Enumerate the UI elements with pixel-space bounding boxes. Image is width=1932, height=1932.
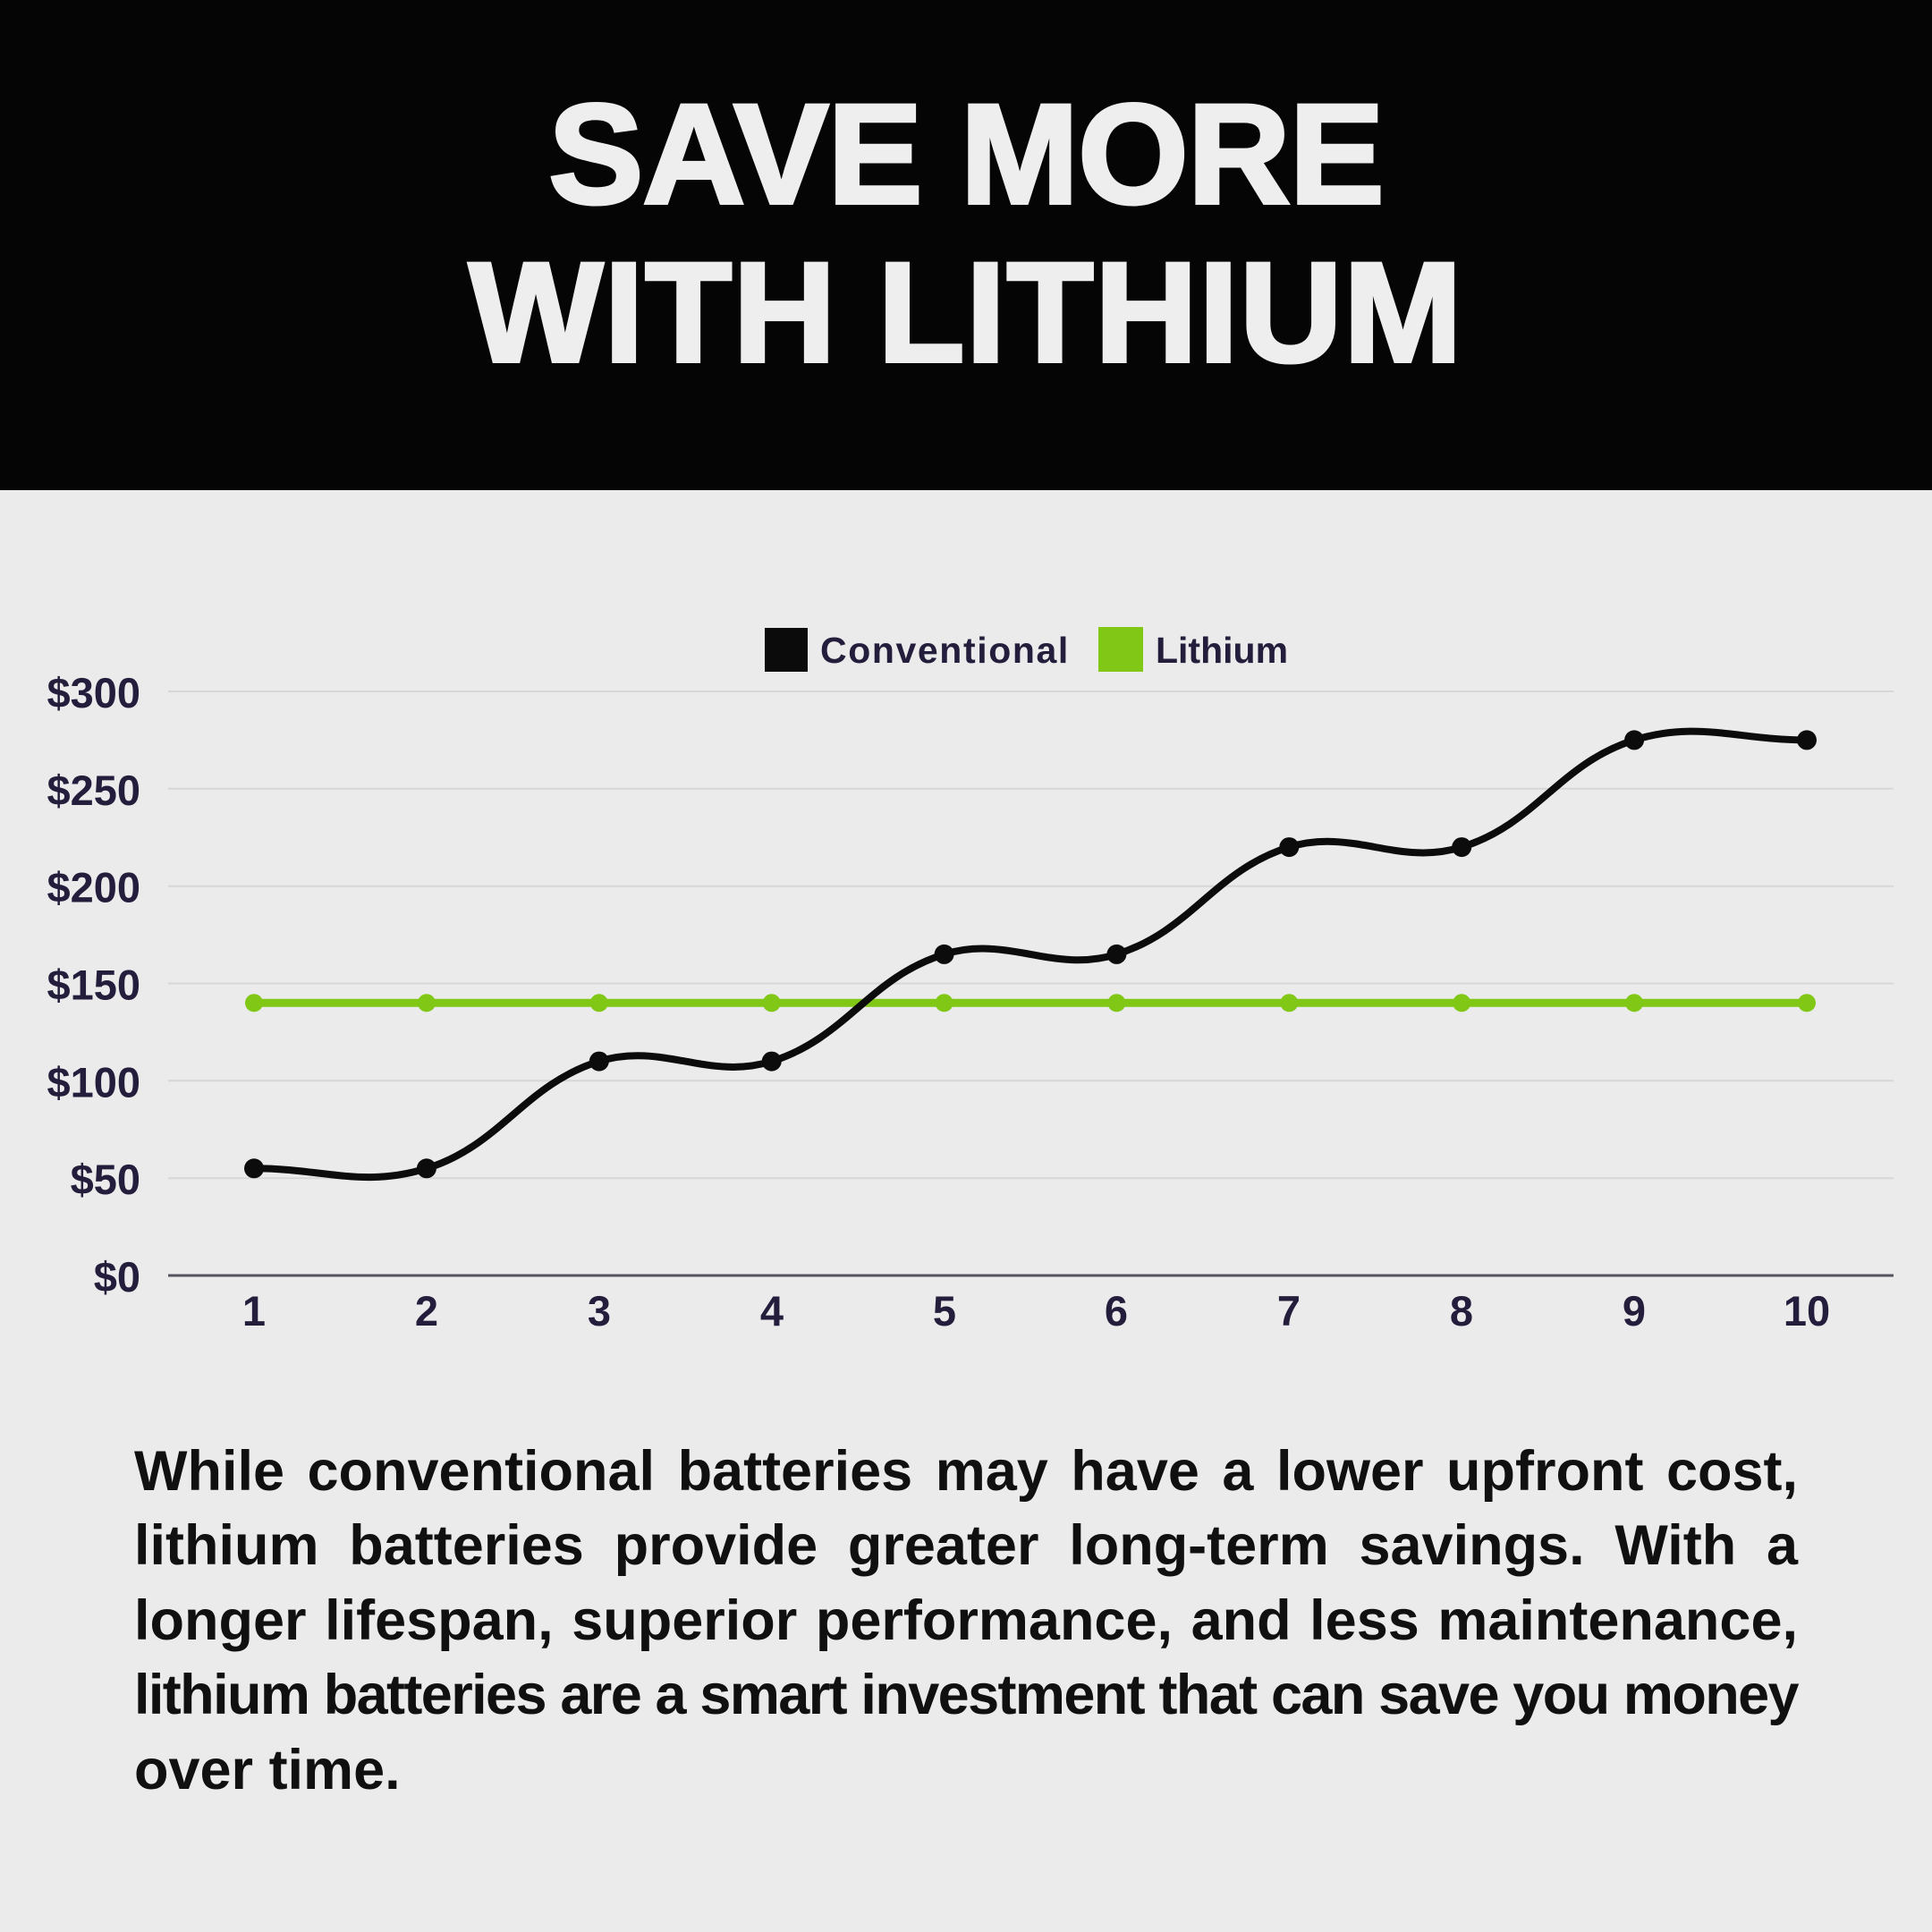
svg-text:6: 6: [1105, 1287, 1128, 1335]
svg-text:10: 10: [1784, 1287, 1830, 1335]
svg-text:$300: $300: [47, 669, 140, 716]
svg-text:Conventional: Conventional: [820, 630, 1070, 671]
svg-text:8: 8: [1450, 1287, 1473, 1335]
svg-text:$0: $0: [94, 1253, 140, 1301]
svg-text:7: 7: [1277, 1287, 1301, 1335]
svg-text:1: 1: [242, 1287, 266, 1335]
svg-text:9: 9: [1623, 1287, 1646, 1335]
svg-text:$50: $50: [71, 1156, 140, 1203]
svg-text:3: 3: [588, 1287, 611, 1335]
svg-text:$150: $150: [47, 962, 140, 1009]
svg-text:Lithium: Lithium: [1156, 630, 1288, 671]
svg-text:2: 2: [415, 1287, 438, 1335]
svg-text:5: 5: [933, 1287, 956, 1335]
svg-text:4: 4: [760, 1287, 784, 1335]
svg-text:$200: $200: [47, 864, 140, 911]
svg-text:$100: $100: [47, 1058, 140, 1106]
svg-text:$250: $250: [47, 767, 140, 814]
